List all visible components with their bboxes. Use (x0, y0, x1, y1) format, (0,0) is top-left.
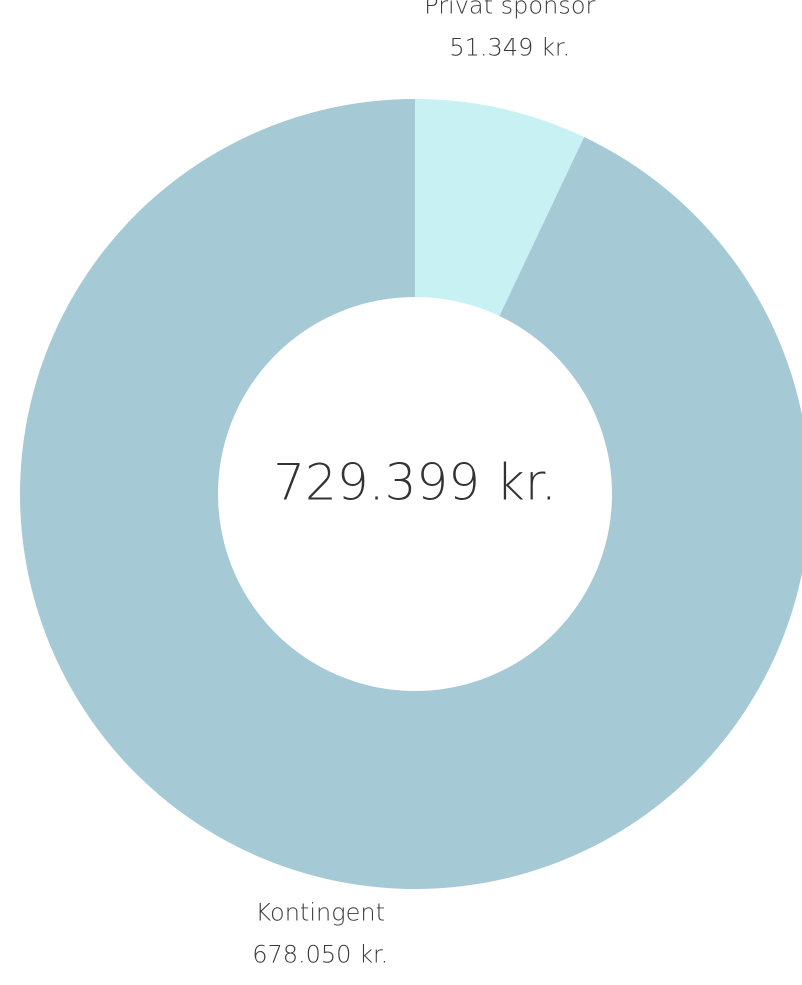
donut-slice (415, 99, 585, 316)
donut-slice (20, 99, 802, 889)
slice-value-label: 51.349 kr. (449, 34, 570, 62)
slice-value-label: 678.050 kr. (252, 940, 388, 968)
center-total: 729.399 kr. (273, 454, 556, 512)
slice-label: Privat sponsor (424, 0, 595, 20)
slice-label: Kontingent (255, 898, 385, 926)
